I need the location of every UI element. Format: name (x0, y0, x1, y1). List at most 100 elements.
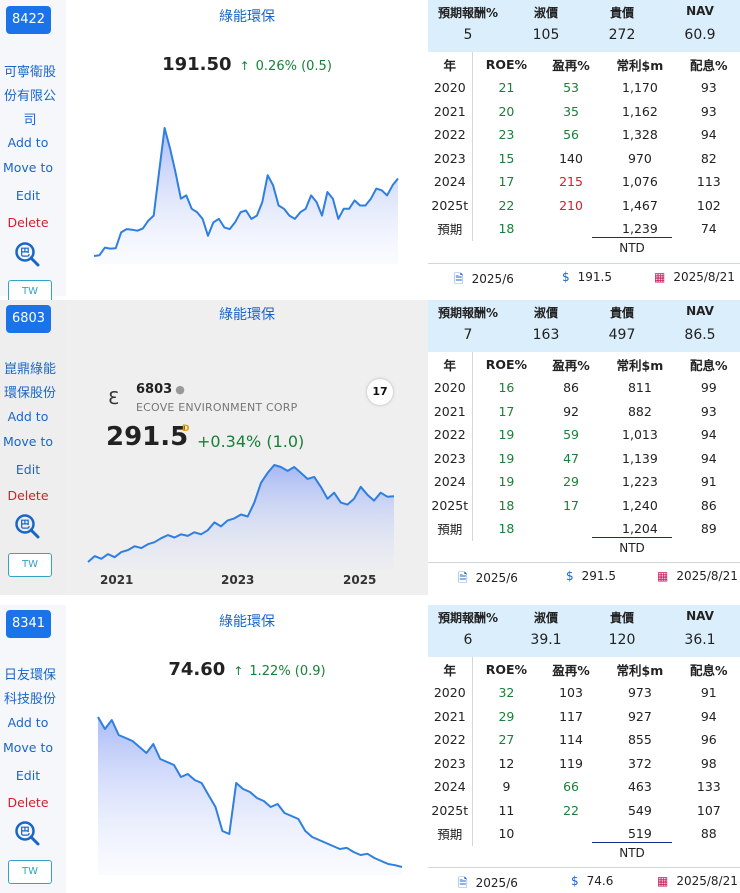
roe-cell: 32 (498, 685, 515, 701)
chart-title[interactable]: 綠能環保 (219, 307, 275, 323)
price-line-series (93, 127, 399, 257)
payout-cell: 113 (696, 174, 721, 190)
price-item[interactable]: $291.5 (566, 569, 616, 583)
stock-card-8422: 8422 可寧衛股 份有限公 司 Add to Move to Edit Del… (0, 0, 740, 304)
company-name-line[interactable]: 崑鼎綠能 (3, 362, 56, 377)
column-header: 常利$m (616, 57, 664, 73)
magnifier-icon[interactable]: 巴 (13, 512, 41, 540)
svg-text:巴: 巴 (20, 826, 30, 838)
payout-cell: 99 (700, 380, 717, 396)
reinvest-cell: 47 (563, 450, 579, 466)
magnifier-icon[interactable]: 巴 (13, 819, 41, 847)
year-cell: 2023 (428, 146, 473, 170)
edit-button[interactable]: Edit (15, 768, 41, 783)
stock-code-badge[interactable]: 8422 (6, 6, 51, 34)
payout-cell: 102 (696, 197, 721, 213)
price-chart[interactable] (66, 605, 428, 893)
move-to-button[interactable]: Move to (2, 740, 54, 755)
expected-return-value: 7 (463, 327, 473, 343)
date-item[interactable]: ▦ 2025/8/21 (657, 569, 738, 583)
year-cell: 2024 (428, 170, 473, 194)
tw-button[interactable]: TW (8, 553, 52, 577)
add-to-button[interactable]: Add to (7, 715, 49, 730)
move-to-button[interactable]: Move to (2, 434, 54, 449)
price-item[interactable]: $74.6 (571, 874, 613, 888)
delayed-flag: D (182, 424, 190, 434)
price-change: 1.22% (0.9) (249, 664, 326, 679)
company-name-line[interactable]: 司 (23, 113, 37, 128)
period-value: 2025/6 (471, 272, 514, 286)
company-name-line[interactable]: 環保股份 (3, 386, 56, 401)
date-item[interactable]: ▦ 2025/8/21 (657, 874, 738, 888)
table-header-row: 年 ROE% 盈再% 常利$m 配息% (428, 52, 740, 76)
column-header: 盈再% (552, 357, 590, 373)
expected-return-label: 預期報酬% (437, 6, 499, 20)
reinvest-cell: 215 (559, 174, 583, 190)
roe-cell: 10 (498, 826, 515, 842)
company-name-line[interactable]: 科技股份 (3, 692, 56, 707)
tw-button[interactable]: TW (8, 860, 52, 884)
profit-cell: 973 (627, 685, 652, 701)
widget-price: 291.5 (106, 422, 189, 452)
payout-cell: 133 (696, 779, 721, 795)
edit-button[interactable]: Edit (15, 188, 41, 203)
company-name-line[interactable]: 可寧衛股 (3, 65, 56, 80)
add-to-button[interactable]: Add to (7, 135, 49, 150)
year-cell: 2021 (428, 704, 473, 728)
column-header: 配息% (690, 662, 728, 678)
add-to-button[interactable]: Add to (7, 409, 49, 424)
year-cell: 2022 (428, 728, 473, 752)
chart-title[interactable]: 綠能環保 (219, 614, 275, 630)
delete-button[interactable]: Delete (7, 488, 49, 503)
company-name-line[interactable]: 日友環保 (3, 668, 56, 683)
table-row: 2020 32 103 973 91 (428, 681, 740, 705)
column-header: ROE% (485, 56, 528, 72)
currency-label: NTD (592, 237, 672, 255)
table-row: 2021 29 117 927 94 (428, 704, 740, 728)
profit-cell: 1,162 (622, 103, 658, 119)
price-chart-panel: 綠能環保 Ɛ 6803 ● ECOVE ENVIRONMENT CORP 291.… (66, 300, 428, 595)
price-chart[interactable] (66, 0, 428, 296)
profit-cell: 1,467 (622, 197, 658, 213)
year-cell: 2023 (428, 751, 473, 775)
stock-code-badge[interactable]: 8341 (6, 610, 51, 638)
edit-button[interactable]: Edit (15, 462, 41, 477)
company-name-line[interactable]: 份有限公 (3, 89, 56, 104)
tradingview-logo-icon[interactable]: 17 (367, 379, 393, 405)
price-line: 74.60 ↑ 1.22% (0.9) (66, 659, 428, 680)
roe-cell: 17 (498, 403, 515, 419)
price-chart-panel: 綠能環保 74.60 ↑ 1.22% (0.9) (66, 605, 428, 893)
date-value: 2025/8/21 (676, 569, 738, 583)
financial-table: 年 ROE% 盈再% 常利$m 配息% 2020 32 103 973 91 2021 2… (428, 657, 740, 846)
currency-label: NTD (592, 537, 672, 555)
payout-cell: 98 (700, 755, 717, 771)
profit-cell: 855 (627, 732, 652, 748)
year-cell: 2020 (428, 76, 473, 100)
svg-text:巴: 巴 (20, 247, 30, 259)
delete-button[interactable]: Delete (7, 795, 49, 810)
roe-cell: 15 (498, 150, 515, 166)
profit-cell: 1,076 (622, 174, 658, 190)
column-header: 常利$m (616, 357, 664, 373)
table-row: 2023 12 119 372 98 (428, 751, 740, 775)
reinvest-cell: 59 (563, 427, 579, 443)
delete-button[interactable]: Delete (7, 215, 49, 230)
price-item[interactable]: $191.5 (562, 270, 612, 284)
magnifier-icon[interactable]: 巴 (13, 240, 41, 268)
move-to-button[interactable]: Move to (2, 160, 54, 175)
period-item[interactable]: 🗎 2025/6 (458, 874, 518, 893)
price-chart[interactable] (66, 300, 428, 595)
period-item[interactable]: 🗎 2025/6 (458, 569, 518, 590)
period-item[interactable]: 🗎 2025/6 (454, 270, 514, 291)
dollar-icon: $ (571, 874, 579, 888)
chart-title[interactable]: 綠能環保 (219, 9, 275, 25)
table-row: 預期 18 1,204 89 (428, 517, 740, 541)
data-footer: 🗎 2025/6 $191.5 ▦ 2025/8/21 (428, 263, 740, 291)
nav-value: 86.5 (684, 327, 716, 343)
roe-cell: 21 (498, 80, 515, 96)
date-item[interactable]: ▦ 2025/8/21 (654, 270, 735, 284)
year-cell: 2025t (428, 493, 473, 517)
market-status-icon: ● (175, 383, 185, 396)
price-line-series (97, 716, 403, 868)
stock-code-badge[interactable]: 6803 (6, 305, 51, 333)
